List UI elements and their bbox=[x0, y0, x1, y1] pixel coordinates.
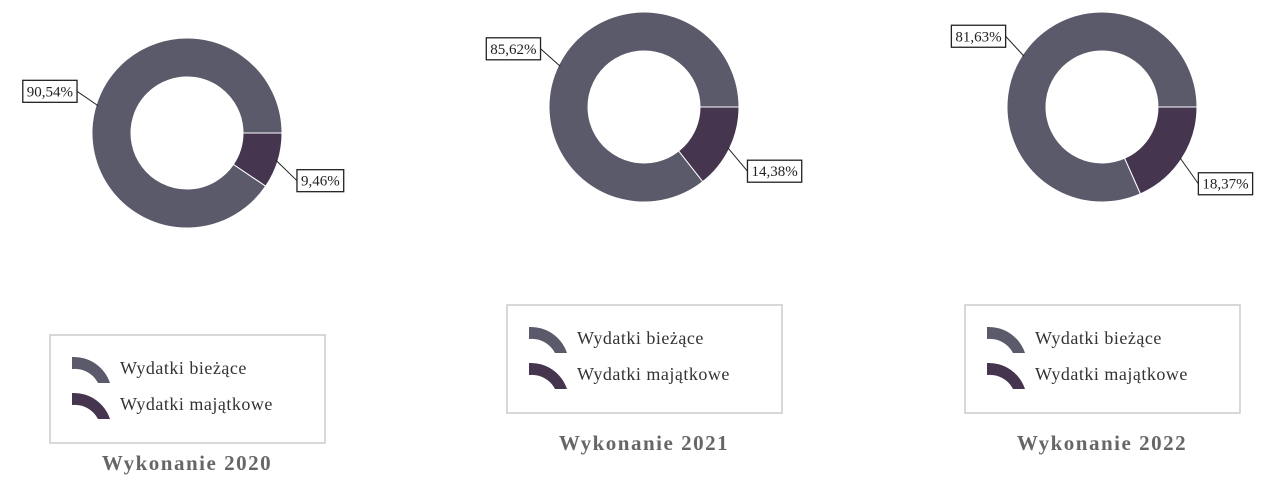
value-label: 18,37% bbox=[1202, 177, 1248, 193]
value-label: 81,63% bbox=[955, 29, 1001, 45]
donut-slice bbox=[677, 106, 740, 183]
legend-icon bbox=[529, 362, 567, 389]
value-label-box bbox=[1197, 172, 1254, 196]
legend-icon bbox=[72, 356, 110, 383]
chart-title: Wykonanie 2020 bbox=[102, 451, 272, 475]
value-label-box bbox=[950, 24, 1007, 48]
value-label-box bbox=[22, 79, 78, 103]
donut-slice bbox=[91, 37, 283, 229]
legend-box bbox=[964, 304, 1241, 414]
leader-line bbox=[1179, 157, 1199, 185]
leader-line bbox=[275, 159, 298, 182]
legend-label: Wydatki bieżące bbox=[120, 358, 247, 378]
leader-line bbox=[76, 90, 99, 107]
legend-label: Wydatki majątkowe bbox=[1035, 364, 1188, 384]
value-label: 9,46% bbox=[301, 174, 340, 190]
chart-title: Wykonanie 2022 bbox=[1017, 431, 1187, 455]
value-label-box bbox=[296, 169, 345, 193]
donut-slice bbox=[1124, 106, 1198, 195]
value-label-box bbox=[746, 159, 803, 183]
donut-slice bbox=[232, 132, 283, 187]
legend-label: Wydatki majątkowe bbox=[577, 364, 730, 384]
legend-label: Wydatki bieżące bbox=[577, 328, 704, 348]
legend-box bbox=[49, 334, 326, 444]
value-label: 85,62% bbox=[490, 42, 536, 58]
leader-line bbox=[727, 147, 748, 172]
donut-slice bbox=[1006, 11, 1198, 203]
legend-icon bbox=[987, 326, 1025, 353]
value-label: 14,38% bbox=[751, 164, 797, 180]
legend-icon bbox=[987, 362, 1025, 389]
legend-label: Wydatki majątkowe bbox=[120, 394, 273, 414]
legend-box bbox=[506, 304, 783, 414]
legend-icon bbox=[529, 326, 567, 353]
leader-line bbox=[540, 48, 561, 67]
value-label-box bbox=[485, 37, 542, 61]
chart-title: Wykonanie 2021 bbox=[559, 431, 729, 455]
value-label: 90,54% bbox=[27, 84, 73, 100]
legend-label: Wydatki bieżące bbox=[1035, 328, 1162, 348]
leader-line bbox=[1005, 35, 1025, 57]
donut-slice bbox=[548, 11, 740, 203]
legend-icon bbox=[72, 392, 110, 419]
